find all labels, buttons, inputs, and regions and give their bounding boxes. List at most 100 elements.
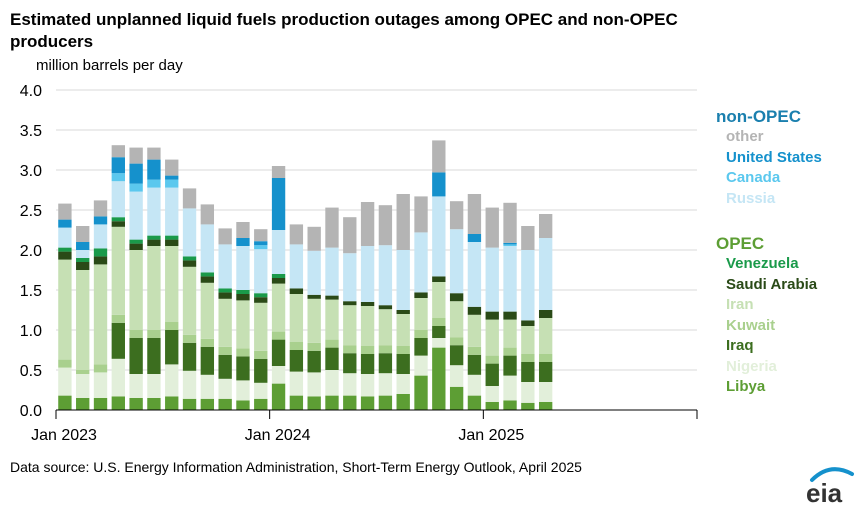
bar-nigeria: [76, 374, 90, 398]
bar-libya: [182, 398, 197, 410]
bar-russia: [254, 249, 268, 294]
bar-iran: [503, 319, 517, 348]
bar-other: [538, 214, 553, 238]
bar-iran: [76, 270, 90, 370]
bar-nigeria: [58, 367, 72, 396]
bar-libya: [378, 395, 393, 410]
bar-russia: [93, 224, 108, 249]
bar-venezuela: [182, 256, 197, 261]
legend-item-other: other: [726, 128, 764, 145]
bar-saudi-arabia: [218, 292, 232, 299]
bar-iran: [343, 305, 357, 346]
bar-libya: [111, 396, 125, 410]
bar-kuwait: [521, 354, 535, 362]
bar-kuwait: [538, 354, 553, 362]
bar-venezuela: [58, 247, 72, 252]
bar-kuwait: [129, 330, 143, 338]
bar-libya: [414, 375, 428, 410]
y-tick-label: 1.0: [20, 323, 42, 340]
bar-nigeria: [521, 382, 535, 403]
bar-united-states: [236, 238, 250, 246]
bar-iran: [236, 300, 250, 349]
bar-libya: [307, 396, 321, 410]
y-tick-label: 0.0: [20, 403, 42, 420]
bar-nigeria: [200, 374, 215, 399]
bar-kuwait: [236, 348, 250, 357]
bar-other: [343, 217, 357, 254]
bar-saudi-arabia: [503, 311, 517, 320]
bar-iran: [147, 246, 161, 330]
bar-russia: [182, 208, 197, 257]
bar-iraq: [200, 346, 215, 375]
bar-russia: [200, 224, 215, 273]
bar-united-states: [432, 172, 446, 197]
bar-canada: [147, 179, 161, 188]
bar-iraq: [129, 338, 143, 374]
bar-saudi-arabia: [538, 310, 553, 318]
bar-kuwait: [360, 346, 375, 354]
bar-russia: [485, 247, 499, 312]
bar-iran: [307, 298, 321, 343]
bar-russia: [343, 253, 357, 302]
bar-saudi-arabia: [111, 221, 125, 227]
bar-russia: [538, 238, 553, 310]
bar-libya: [147, 398, 161, 410]
bar-libya: [521, 402, 535, 410]
bar-other: [360, 202, 375, 246]
bar-kuwait: [200, 338, 215, 347]
legend-nonopec: non-OPEC other United States Canada Russia: [716, 107, 822, 209]
bar-nigeria: [449, 365, 464, 387]
bar-iraq: [111, 322, 125, 359]
bar-united-states: [76, 242, 90, 250]
bar-iraq: [182, 342, 197, 371]
bar-saudi-arabia: [200, 276, 215, 283]
bar-united-states: [129, 163, 143, 184]
bar-kuwait: [218, 346, 232, 355]
bar-iraq: [307, 350, 321, 373]
bar-other: [485, 207, 499, 248]
bar-saudi-arabia: [325, 295, 339, 300]
bar-united-states: [271, 178, 286, 230]
bar-kuwait: [485, 355, 499, 364]
bar-saudi-arabia: [360, 302, 375, 306]
bar-united-states: [467, 234, 482, 242]
bar-russia: [325, 247, 339, 296]
bar-other: [165, 159, 179, 176]
bar-iraq: [254, 358, 268, 383]
y-tick-label: 4.0: [20, 83, 42, 100]
bar-other: [449, 201, 464, 230]
chart-title: Estimated unplanned liquid fuels product…: [10, 10, 678, 51]
bar-iran: [200, 282, 215, 339]
bar-iran: [254, 302, 268, 351]
bar-iraq: [271, 339, 286, 366]
bar-russia: [111, 181, 125, 218]
bar-united-states: [111, 157, 125, 174]
bar-other: [378, 205, 393, 246]
bar-nigeria: [147, 374, 161, 398]
bar-other: [236, 222, 250, 238]
bar-united-states: [165, 175, 179, 180]
bar-iran: [485, 319, 499, 356]
bar-russia: [129, 191, 143, 240]
bar-saudi-arabia: [449, 293, 464, 302]
bar-united-states: [93, 216, 108, 225]
legend-item-kuwait: Kuwait: [726, 316, 776, 334]
bar-saudi-arabia: [432, 276, 446, 282]
bar-nigeria: [165, 364, 179, 397]
bar-other: [307, 226, 321, 251]
bar-russia: [76, 250, 90, 258]
bar-iran: [165, 246, 179, 322]
bar-iraq: [360, 354, 375, 374]
bar-nigeria: [325, 370, 339, 396]
legend-item-russia: Russia: [726, 189, 776, 207]
bar-libya: [236, 400, 250, 410]
bar-kuwait: [503, 347, 517, 356]
bar-nigeria: [378, 373, 393, 396]
bar-libya: [503, 400, 517, 410]
bar-russia: [271, 230, 286, 274]
bar-kuwait: [182, 334, 197, 343]
bar-other: [325, 207, 339, 248]
bar-kuwait: [307, 342, 321, 351]
bar-other: [521, 226, 535, 250]
bar-nigeria: [485, 386, 499, 402]
